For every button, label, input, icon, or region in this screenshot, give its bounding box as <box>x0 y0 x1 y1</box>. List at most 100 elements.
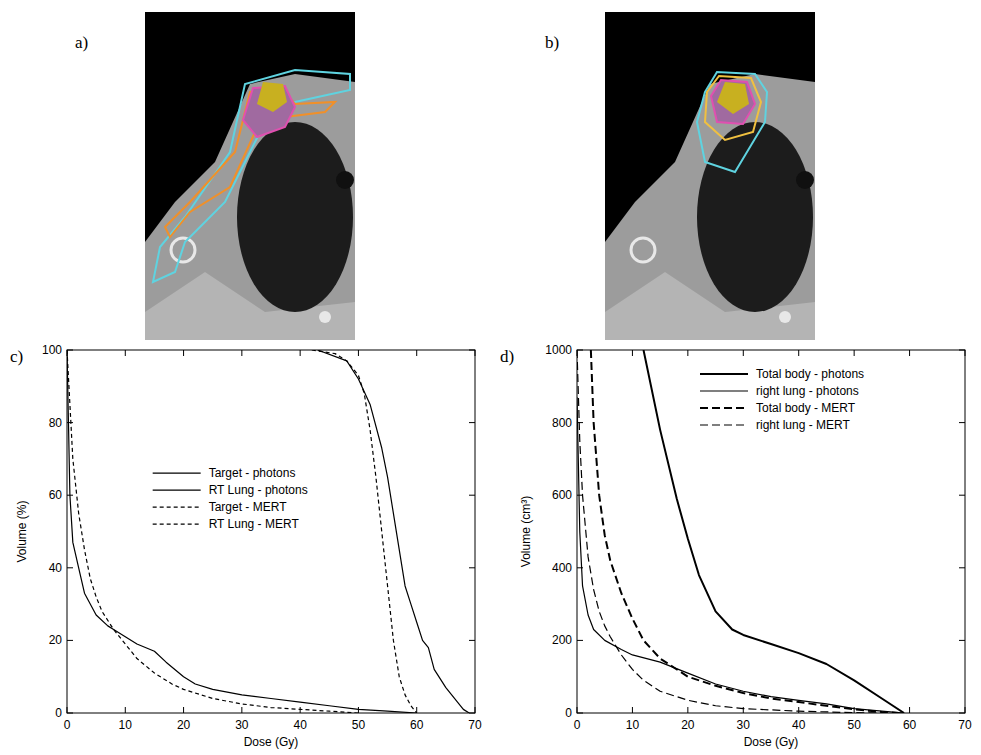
legend-label: right lung - photons <box>756 384 859 398</box>
ct-lung <box>237 122 353 312</box>
y-tick-label: 600 <box>552 488 572 502</box>
x-tick <box>300 350 301 356</box>
legend-label: RT Lung - MERT <box>209 517 300 531</box>
lines <box>67 350 469 713</box>
ct-bone <box>319 311 331 323</box>
contour-yellow <box>705 76 761 140</box>
x-tick <box>632 707 633 713</box>
y-tick <box>469 495 475 496</box>
x-axis-title: Dose (Gy) <box>744 735 799 749</box>
y-tick <box>469 350 475 351</box>
y-tick <box>67 567 73 568</box>
x-tick-label: 10 <box>626 718 640 732</box>
y-tick <box>959 567 965 568</box>
y-tick-label: 0 <box>55 706 62 720</box>
x-tick <box>241 707 242 713</box>
x-axis-title: Dose (Gy) <box>244 735 299 749</box>
y-tick <box>959 350 965 351</box>
y-tick <box>469 640 475 641</box>
x-tick <box>416 350 417 356</box>
legend: Target - photonsRT Lung - photonsTarget … <box>153 466 308 531</box>
x-tick-label: 10 <box>119 718 133 732</box>
ct-background <box>145 12 355 340</box>
series-line <box>577 350 882 713</box>
x-tick <box>67 707 68 713</box>
x-tick-label: 70 <box>468 718 482 732</box>
series-line <box>318 350 470 713</box>
y-tick <box>959 422 965 423</box>
x-tick <box>854 350 855 356</box>
x-tick-label: 0 <box>574 718 581 732</box>
y-tick-label: 80 <box>49 416 63 430</box>
y-tick-label: 20 <box>49 633 63 647</box>
legend-label: Total body - photons <box>756 367 864 381</box>
x-tick <box>125 707 126 713</box>
x-tick <box>965 707 966 713</box>
ct-background <box>605 12 815 340</box>
x-tick <box>743 350 744 356</box>
ct-bone <box>631 238 655 262</box>
lines <box>577 350 904 713</box>
series-line <box>644 350 905 713</box>
x-tick <box>125 350 126 356</box>
contour-orange <box>165 87 335 237</box>
series-line <box>312 350 417 713</box>
y-tick-label: 200 <box>552 633 572 647</box>
x-tick <box>909 707 910 713</box>
legend-swatch <box>700 407 748 409</box>
y-tick <box>959 640 965 641</box>
chart: d)01020304050607002004006008001000Dose (… <box>500 343 972 749</box>
y-tick <box>577 350 583 351</box>
x-tick <box>358 707 359 713</box>
legend-swatch <box>153 506 201 507</box>
panel-letter: b) <box>545 33 559 52</box>
series-line <box>577 397 904 713</box>
x-tick <box>632 350 633 356</box>
y-tick <box>577 640 583 641</box>
x-tick-label: 20 <box>681 718 695 732</box>
x-tick <box>475 350 476 356</box>
x-tick <box>687 350 688 356</box>
x-tick <box>577 707 578 713</box>
ct-trachea <box>796 171 814 189</box>
x-tick <box>798 707 799 713</box>
y-axis-title: Volume (cm³) <box>519 496 533 567</box>
series-line <box>591 350 899 713</box>
ct-body <box>145 74 355 340</box>
y-tick-label: 60 <box>49 488 63 502</box>
x-tick <box>358 350 359 356</box>
x-tick <box>300 707 301 713</box>
y-tick <box>67 640 73 641</box>
series-line <box>67 350 417 713</box>
y-tick-label: 40 <box>49 561 63 575</box>
panel-letter: c) <box>10 347 23 366</box>
ct-image <box>605 12 815 340</box>
ct-bone <box>779 311 791 323</box>
legend-label: right lung - MERT <box>756 418 850 432</box>
ct-lung <box>697 122 813 312</box>
legend-swatch <box>700 373 748 375</box>
x-tick-label: 0 <box>64 718 71 732</box>
legend: Total body - photons right lung - photons… <box>700 367 864 432</box>
x-tick <box>909 350 910 356</box>
tumor <box>717 82 749 114</box>
chart: c)010203040506070020406080100Dose (Gy)Vo… <box>10 343 482 749</box>
legend-swatch <box>153 472 201 473</box>
contour-cyan <box>153 70 350 282</box>
y-tick-label: 400 <box>552 561 572 575</box>
x-tick-label: 70 <box>958 718 972 732</box>
legend-swatch <box>153 489 201 490</box>
y-tick <box>959 713 965 714</box>
plot-frame <box>67 350 475 713</box>
x-tick-label: 30 <box>235 718 249 732</box>
x-tick-label: 40 <box>293 718 307 732</box>
x-tick-label: 60 <box>410 718 424 732</box>
y-tick-label: 100 <box>42 343 62 357</box>
ct-trachea <box>336 171 354 189</box>
x-tick-label: 60 <box>903 718 917 732</box>
x-tick <box>183 707 184 713</box>
contour-magenta <box>711 80 755 124</box>
x-tick-label: 50 <box>352 718 366 732</box>
panel-letter: d) <box>500 347 514 366</box>
x-tick <box>798 350 799 356</box>
